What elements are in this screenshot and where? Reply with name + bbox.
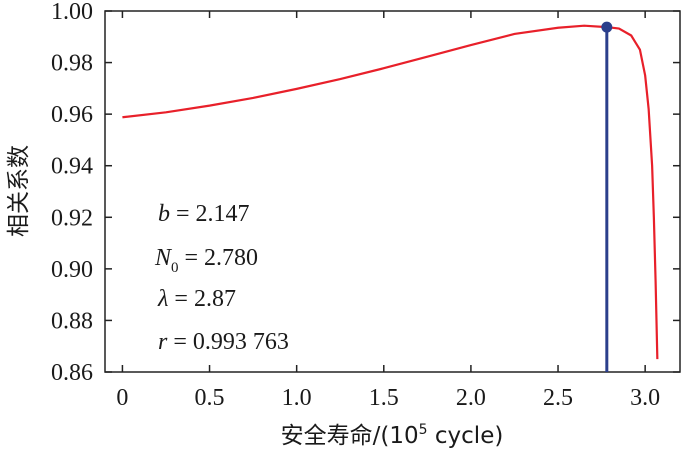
annotation-n0: N0 = 2.780 <box>154 245 258 276</box>
annotation-b: b = 2.147 <box>158 201 250 227</box>
x-tick-label: 0 <box>116 385 128 411</box>
x-tick-label: 2.0 <box>456 385 486 411</box>
x-tick-label: 1.0 <box>282 385 312 411</box>
y-axis-title: 相关系数 <box>6 145 32 237</box>
plot-frame <box>104 10 681 373</box>
correlation-curve <box>122 24 659 360</box>
y-tick-label: 0.90 <box>51 257 93 283</box>
annotation-lambda: λ = 2.87 <box>157 286 236 312</box>
x-axis-ticks: 0 0.5 1.0 1.5 2.0 2.5 3.0 <box>116 11 660 411</box>
y-tick-label: 0.94 <box>51 154 93 180</box>
y-axis-ticks: 0.86 0.88 0.90 0.92 0.94 0.96 0.98 1.00 <box>51 0 680 386</box>
x-tick-label: 1.5 <box>369 385 399 411</box>
optimum-point <box>601 21 613 33</box>
y-tick-label: 1.00 <box>51 0 93 25</box>
y-tick-label: 0.96 <box>51 102 93 128</box>
annotation-r: r = 0.993 763 <box>158 329 289 355</box>
y-tick-label: 0.86 <box>51 360 93 386</box>
x-tick-label: 3.0 <box>630 385 660 411</box>
x-tick-label: 0.5 <box>195 385 225 411</box>
x-axis-title: 安全寿命/(105 cycle) <box>281 422 504 449</box>
y-tick-label: 0.88 <box>51 308 93 334</box>
y-tick-label: 0.92 <box>51 205 93 231</box>
x-tick-label: 2.5 <box>543 385 573 411</box>
y-tick-label: 0.98 <box>51 51 93 77</box>
